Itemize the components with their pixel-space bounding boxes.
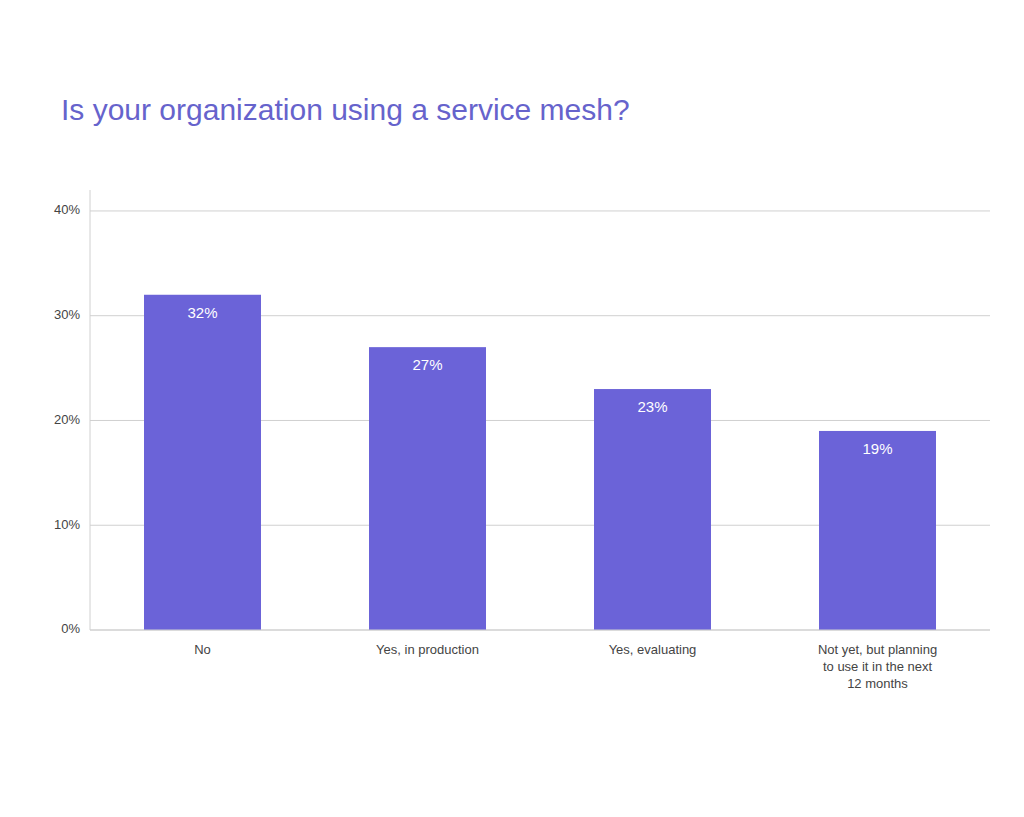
data-labels: 32% 27% 23% 19%: [187, 304, 892, 457]
chart-container: Is your organization using a service mes…: [0, 0, 1024, 817]
y-tick-label: 30%: [54, 307, 80, 322]
bar: [819, 431, 936, 630]
grid-line: [90, 630, 990, 631]
bar: [369, 347, 486, 630]
x-tick-label: Yes, in production: [376, 642, 479, 657]
y-tick-label: 0%: [61, 621, 80, 636]
data-label: 32%: [187, 304, 217, 321]
x-tick-label: No: [194, 642, 211, 657]
y-tick-label: 40%: [54, 202, 80, 217]
data-label: 23%: [637, 398, 667, 415]
grid: [90, 211, 990, 630]
y-tick-label: 20%: [54, 412, 80, 427]
bar: [144, 295, 261, 630]
data-label: 27%: [412, 356, 442, 373]
bars: [144, 295, 936, 630]
bar: [594, 389, 711, 630]
x-tick-label: Not yet, but planningto use it in the ne…: [818, 642, 937, 691]
title: Is your organization using a service mes…: [61, 93, 630, 126]
data-label: 19%: [862, 440, 892, 457]
y-tick-label: 10%: [54, 517, 80, 532]
chart-svg: Is your organization using a service mes…: [0, 0, 1024, 817]
y-axis-line: [90, 190, 91, 630]
grid-line: [90, 210, 990, 211]
x-axis-line: [90, 630, 990, 631]
x-tick-label: Yes, evaluating: [609, 642, 697, 657]
